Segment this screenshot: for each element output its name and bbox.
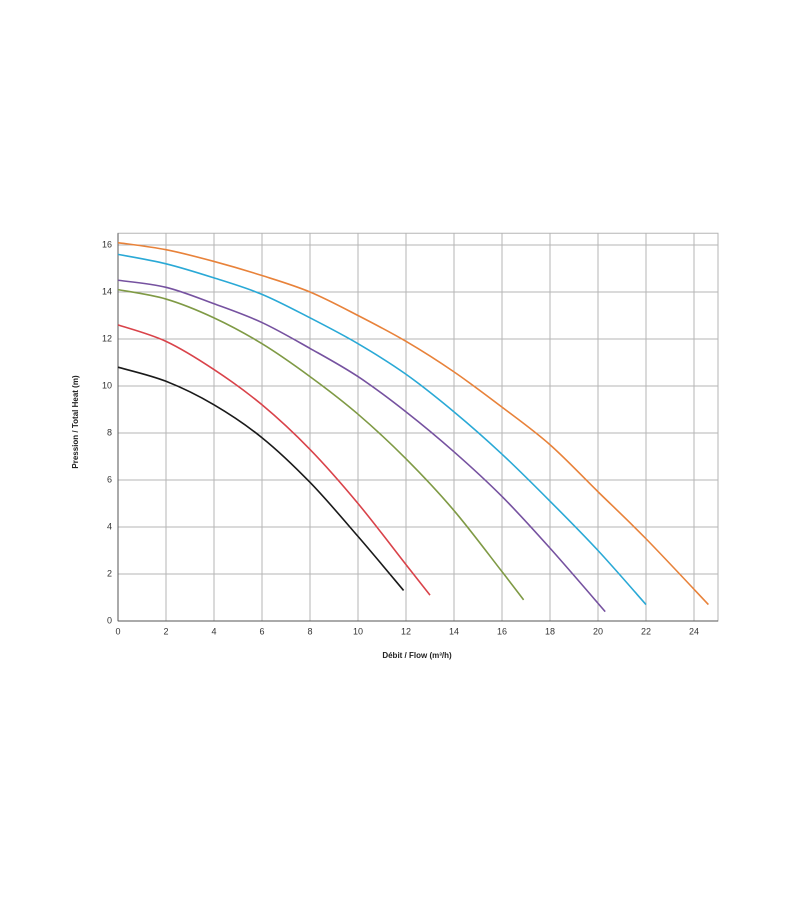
series-line bbox=[117, 324, 431, 596]
y-tick-label: 6 bbox=[107, 474, 112, 484]
y-tick-label: 8 bbox=[107, 427, 112, 437]
y-tick-label: 16 bbox=[102, 239, 112, 249]
x-tick-label: 2 bbox=[163, 626, 168, 636]
y-tick-label: 10 bbox=[102, 380, 112, 390]
x-tick-label: 24 bbox=[689, 626, 699, 636]
x-tick-label: 4 bbox=[211, 626, 216, 636]
x-tick-label: 22 bbox=[641, 626, 651, 636]
y-tick-label: 4 bbox=[107, 521, 112, 531]
x-tick-label: 8 bbox=[307, 626, 312, 636]
series-line bbox=[117, 241, 709, 606]
y-tick-label: 0 bbox=[107, 615, 112, 625]
x-tick-label: 14 bbox=[449, 626, 459, 636]
x-tick-label: 6 bbox=[259, 626, 264, 636]
x-axis-title: Débit / Flow (m³/h) bbox=[382, 651, 452, 660]
series-line bbox=[117, 253, 647, 606]
x-tick-label: 0 bbox=[115, 626, 120, 636]
series-line bbox=[117, 279, 606, 613]
y-tick-label: 14 bbox=[102, 286, 112, 296]
x-tick-label: 18 bbox=[545, 626, 555, 636]
series-line bbox=[117, 366, 405, 591]
y-tick-label: 12 bbox=[102, 333, 112, 343]
x-tick-label: 16 bbox=[497, 626, 507, 636]
y-tick-label: 2 bbox=[107, 568, 112, 578]
x-tick-label: 12 bbox=[401, 626, 411, 636]
plot-area bbox=[117, 232, 719, 622]
x-tick-label: 10 bbox=[353, 626, 363, 636]
y-axis-title: Pression / Total Heat (m) bbox=[71, 375, 80, 469]
x-tick-label: 20 bbox=[593, 626, 603, 636]
series-line bbox=[117, 288, 525, 601]
